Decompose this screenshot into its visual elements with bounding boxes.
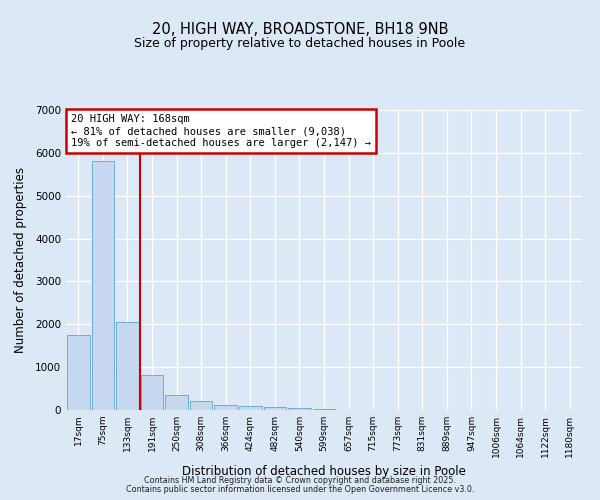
Bar (92, 162, 114, 410)
Text: Contains public sector information licensed under the Open Government Licence v3: Contains public sector information licen… (126, 485, 474, 494)
Bar (313, 408, 335, 410)
Bar (263, 407, 286, 410)
Bar (67, 334, 89, 410)
Text: Contains HM Land Registry data © Crown copyright and database right 2025.: Contains HM Land Registry data © Crown c… (144, 476, 456, 485)
Text: Size of property relative to detached houses in Poole: Size of property relative to detached ho… (134, 38, 466, 51)
Bar (165, 396, 188, 410)
Bar (214, 405, 237, 410)
Bar (190, 402, 212, 410)
Text: 20 HIGH WAY: 168sqm
← 81% of detached houses are smaller (9,038)
19% of semi-det: 20 HIGH WAY: 168sqm ← 81% of detached ho… (71, 114, 371, 148)
Bar (239, 406, 262, 410)
Bar (288, 408, 311, 410)
Y-axis label: Number of detached properties: Number of detached properties (14, 167, 26, 353)
Bar (116, 322, 139, 410)
X-axis label: Distribution of detached houses by size in Poole: Distribution of detached houses by size … (182, 466, 466, 478)
Bar (140, 375, 163, 410)
Text: 20, HIGH WAY, BROADSTONE, BH18 9NB: 20, HIGH WAY, BROADSTONE, BH18 9NB (152, 22, 448, 38)
